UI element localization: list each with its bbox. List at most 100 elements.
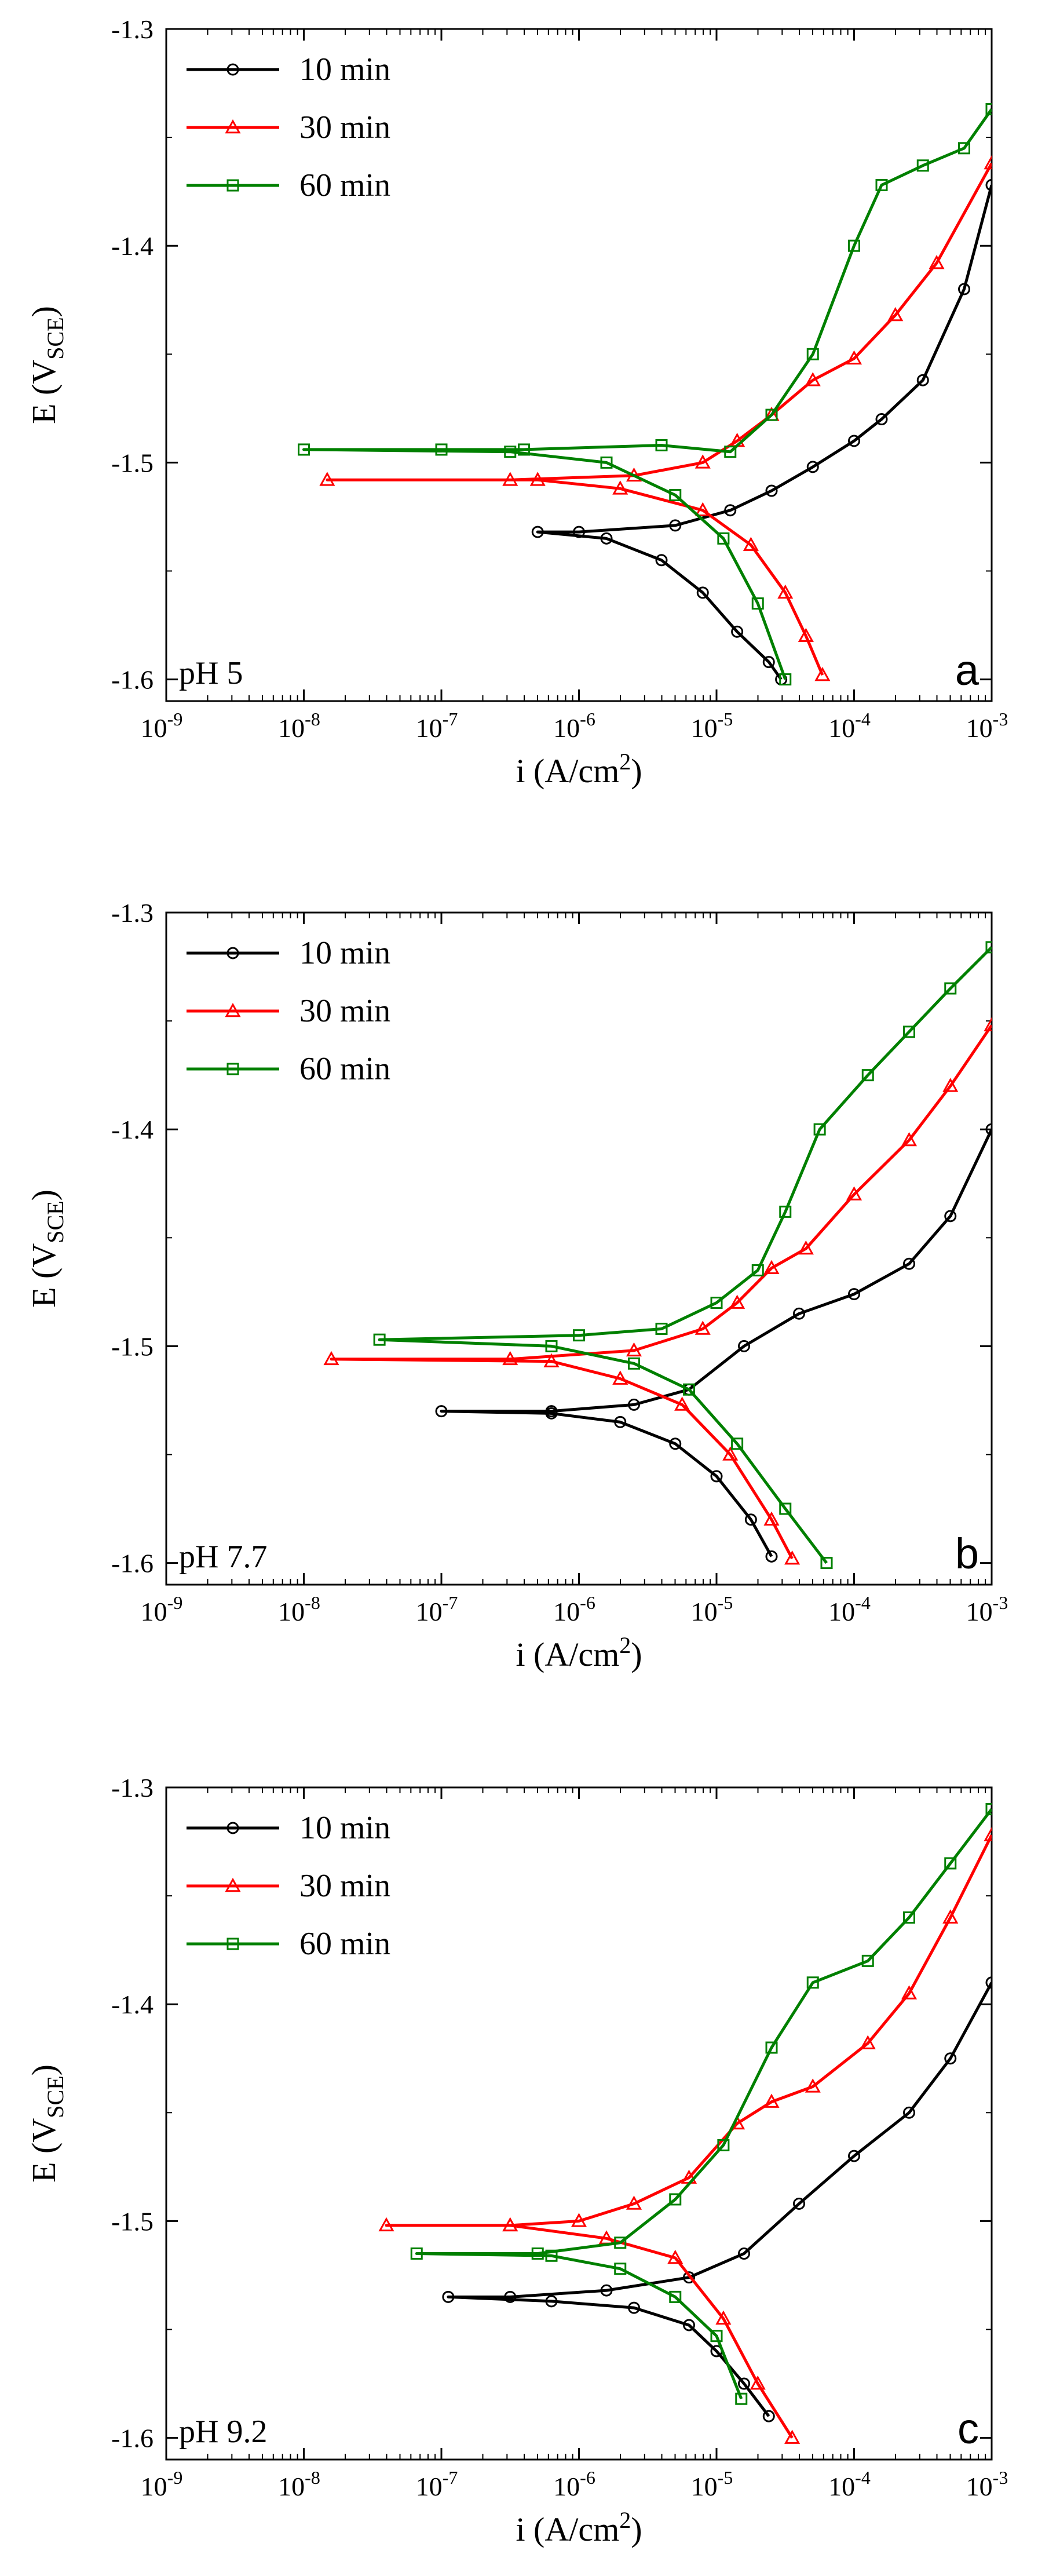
data-point-marker	[805, 372, 821, 386]
data-point-marker	[903, 2106, 915, 2119]
x-tick-label: 10-4	[828, 2467, 871, 2501]
series-30-min	[323, 1017, 992, 1565]
legend-marker	[226, 1822, 239, 1834]
data-point-marker	[626, 1342, 642, 1357]
data-point-marker	[319, 472, 335, 486]
data-point-marker	[378, 2217, 394, 2232]
data-point-marker	[985, 1976, 992, 1989]
data-point-marker	[903, 1911, 915, 1924]
data-point-marker	[738, 2377, 750, 2390]
data-point-marker	[545, 1407, 558, 1420]
data-point-marker	[762, 2410, 775, 2422]
data-point-marker	[531, 526, 544, 538]
data-point-marker	[614, 2236, 627, 2249]
data-point-marker	[683, 2319, 695, 2331]
x-tick-label: 10-8	[278, 1592, 320, 1626]
data-point-marker	[798, 627, 814, 643]
series-line	[536, 184, 992, 681]
data-point-marker	[848, 239, 860, 252]
data-point-marker	[984, 155, 992, 170]
data-point-marker	[861, 1069, 874, 1082]
x-tick-label: 10-4	[828, 1592, 871, 1626]
data-point-marker	[743, 537, 759, 551]
data-point-marker	[738, 2247, 750, 2260]
data-point-marker	[793, 1307, 805, 1320]
data-point-marker	[765, 484, 778, 497]
data-point-marker	[722, 1446, 739, 1461]
panel-letter: a	[955, 646, 979, 694]
series-10-min	[531, 178, 992, 686]
x-tick-label: 10-7	[416, 1592, 458, 1626]
data-point-marker	[655, 439, 668, 451]
series-line	[440, 1129, 992, 1557]
series-line	[326, 162, 992, 676]
data-point-marker	[763, 2093, 780, 2108]
legend-label: 30 min	[299, 993, 390, 1029]
data-point-marker	[628, 2301, 640, 2314]
legend-label: 60 min	[299, 1926, 390, 1962]
data-point-marker	[806, 461, 819, 473]
data-point-marker	[784, 2429, 801, 2444]
data-point-marker	[695, 502, 711, 517]
data-point-marker	[710, 1297, 723, 1309]
x-axis-label: i (A/cm2)	[516, 2507, 642, 2548]
series-60-min	[373, 941, 992, 1570]
x-tick-label: 10-5	[691, 2467, 733, 2501]
condition-label: pH 9.2	[179, 2414, 267, 2450]
data-point-marker	[848, 1288, 860, 1301]
data-point-marker	[571, 2213, 587, 2227]
data-point-marker	[887, 307, 904, 322]
data-point-marker	[985, 178, 992, 191]
data-point-marker	[674, 1396, 690, 1411]
data-point-marker	[667, 2249, 684, 2264]
data-point-marker	[600, 2284, 613, 2297]
data-point-marker	[531, 2247, 544, 2260]
panel-letter: c	[957, 2404, 979, 2453]
y-tick-label: -1.4	[111, 231, 153, 261]
legend-marker	[225, 119, 241, 134]
data-point-marker	[738, 1340, 750, 1352]
y-axis-label: E (VSCE)	[25, 1190, 68, 1308]
data-point-marker	[916, 374, 929, 386]
data-point-marker	[903, 1026, 915, 1038]
x-tick-label: 10-8	[278, 2467, 320, 2501]
legend-label: 10 min	[299, 52, 390, 87]
data-point-marker	[929, 255, 945, 269]
series-line	[378, 946, 992, 1564]
data-point-marker	[612, 1370, 628, 1385]
data-point-marker	[901, 1985, 918, 1999]
chart-panel-c: 10-9 10-8 10-7 10-6 10-5 10-4 10-3 -1.3 -1.4 -1.5…	[25, 1773, 1008, 2548]
data-point-marker	[793, 2197, 805, 2210]
data-point-marker	[944, 1857, 957, 1870]
data-point-marker	[942, 1909, 959, 1924]
data-point-marker	[861, 1954, 874, 1967]
data-point-marker	[846, 350, 862, 365]
series-line	[330, 1024, 992, 1560]
data-point-marker	[298, 443, 310, 456]
data-point-marker	[669, 2290, 682, 2303]
legend: 10 min 30 min 60 min	[187, 1810, 390, 1962]
data-point-marker	[848, 2150, 860, 2162]
series-10-min	[442, 1976, 992, 2422]
data-point-marker	[751, 1264, 764, 1276]
condition-label: pH 5	[179, 655, 243, 691]
data-point-marker	[628, 1398, 640, 1411]
x-tick-label: 10-9	[141, 1592, 183, 1626]
data-point-marker	[729, 1294, 745, 1309]
legend-marker	[226, 1063, 239, 1075]
x-tick-label: 10-4	[828, 709, 871, 743]
x-tick-label: 10-7	[416, 2467, 458, 2501]
x-tick-label: 10-5	[691, 709, 733, 743]
x-axis-label: i (A/cm2)	[516, 1632, 642, 1673]
data-point-marker	[715, 2310, 732, 2325]
data-point-marker	[545, 1340, 558, 1352]
data-point-marker	[820, 1557, 833, 1570]
data-point-marker	[806, 348, 819, 360]
data-point-marker	[669, 519, 682, 532]
data-point-marker	[805, 2078, 821, 2093]
x-tick-label: 10-3	[966, 1592, 1008, 1626]
data-point-marker	[763, 1260, 780, 1274]
y-tick-label: -1.3	[111, 898, 153, 928]
data-point-marker	[903, 1257, 915, 1270]
